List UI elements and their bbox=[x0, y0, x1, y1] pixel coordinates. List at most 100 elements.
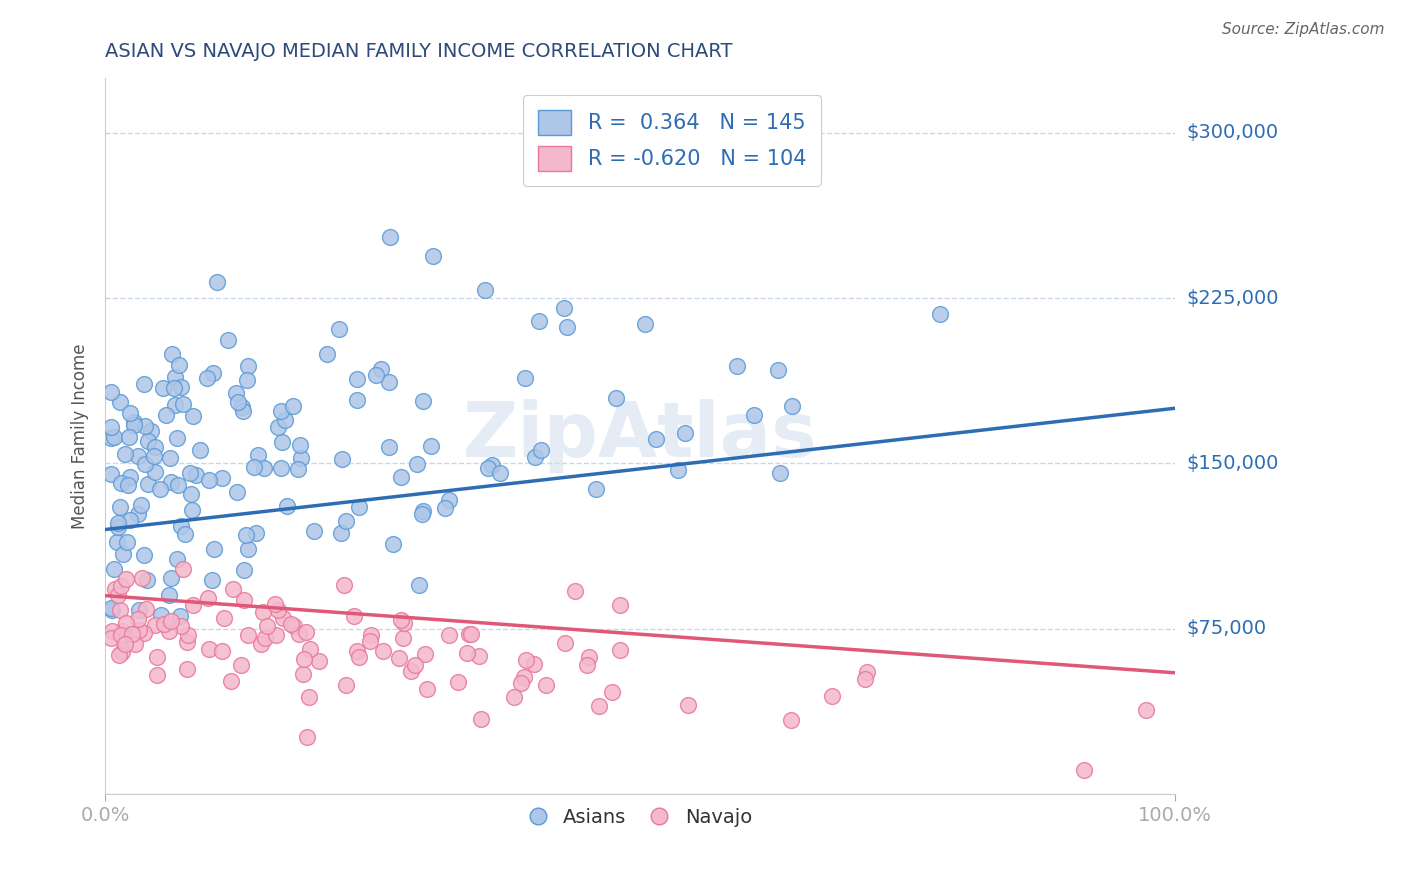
Point bbox=[515, 370, 537, 384]
Text: $300,000: $300,000 bbox=[1187, 123, 1278, 142]
Point bbox=[678, 698, 700, 712]
Point bbox=[264, 628, 287, 642]
Point bbox=[143, 465, 166, 479]
Point bbox=[101, 624, 124, 639]
Point bbox=[576, 658, 599, 673]
Point bbox=[304, 524, 326, 538]
Point bbox=[416, 681, 439, 696]
Point bbox=[564, 583, 586, 598]
Point bbox=[105, 534, 128, 549]
Point bbox=[271, 611, 294, 625]
Point bbox=[378, 440, 401, 454]
Point bbox=[115, 535, 138, 549]
Point bbox=[557, 319, 579, 334]
Point bbox=[110, 475, 132, 490]
Point bbox=[152, 616, 174, 631]
Point bbox=[666, 463, 689, 477]
Point bbox=[276, 499, 298, 513]
Point bbox=[725, 359, 748, 373]
Point bbox=[179, 466, 201, 480]
Point bbox=[219, 673, 242, 688]
Point bbox=[229, 658, 252, 673]
Point bbox=[292, 652, 315, 666]
Point bbox=[129, 498, 152, 512]
Point bbox=[609, 598, 631, 612]
Point bbox=[212, 611, 235, 625]
Point bbox=[439, 628, 461, 642]
Point bbox=[108, 395, 131, 409]
Point bbox=[645, 432, 668, 446]
Point bbox=[107, 588, 129, 602]
Point bbox=[280, 617, 302, 632]
Text: ASIAN VS NAVAJO MEDIAN FAMILY INCOME CORRELATION CHART: ASIAN VS NAVAJO MEDIAN FAMILY INCOME COR… bbox=[105, 42, 733, 61]
Point bbox=[578, 649, 600, 664]
Point bbox=[155, 408, 177, 422]
Point bbox=[388, 651, 411, 665]
Point bbox=[107, 648, 129, 663]
Legend: Asians, Navajo: Asians, Navajo bbox=[520, 800, 759, 835]
Point bbox=[766, 363, 789, 377]
Point bbox=[769, 466, 792, 480]
Point bbox=[554, 636, 576, 650]
Point bbox=[267, 420, 290, 434]
Point bbox=[167, 477, 190, 491]
Point bbox=[288, 627, 311, 641]
Point bbox=[346, 372, 368, 386]
Point bbox=[120, 513, 142, 527]
Point bbox=[114, 616, 136, 631]
Point bbox=[121, 626, 143, 640]
Point bbox=[232, 403, 254, 417]
Point bbox=[166, 551, 188, 566]
Point bbox=[295, 624, 318, 639]
Point bbox=[112, 548, 135, 562]
Point bbox=[160, 347, 183, 361]
Point bbox=[132, 625, 155, 640]
Point bbox=[177, 628, 200, 642]
Text: $75,000: $75,000 bbox=[1187, 619, 1267, 638]
Point bbox=[110, 579, 132, 593]
Point bbox=[181, 503, 204, 517]
Point bbox=[283, 619, 305, 633]
Point bbox=[474, 283, 496, 297]
Point bbox=[346, 644, 368, 658]
Point bbox=[389, 613, 412, 627]
Point bbox=[330, 526, 353, 541]
Point bbox=[201, 573, 224, 587]
Point bbox=[152, 381, 174, 395]
Point bbox=[160, 570, 183, 584]
Point bbox=[110, 628, 132, 642]
Point bbox=[399, 664, 422, 678]
Point bbox=[132, 548, 155, 562]
Point bbox=[205, 275, 228, 289]
Point bbox=[673, 426, 696, 441]
Point bbox=[392, 631, 415, 645]
Point bbox=[160, 475, 183, 489]
Point bbox=[117, 478, 139, 492]
Point bbox=[742, 409, 765, 423]
Point bbox=[515, 653, 537, 667]
Point bbox=[249, 637, 271, 651]
Point bbox=[245, 526, 267, 541]
Point bbox=[523, 450, 546, 465]
Y-axis label: Median Family Income: Median Family Income bbox=[72, 343, 89, 529]
Point bbox=[481, 458, 503, 473]
Point bbox=[180, 487, 202, 501]
Point bbox=[198, 641, 221, 656]
Point bbox=[157, 588, 180, 602]
Point bbox=[173, 561, 195, 575]
Point bbox=[456, 646, 478, 660]
Point bbox=[128, 603, 150, 617]
Point bbox=[165, 370, 187, 384]
Point bbox=[522, 657, 544, 671]
Point bbox=[226, 395, 249, 409]
Point bbox=[406, 457, 429, 471]
Point bbox=[270, 404, 292, 418]
Point bbox=[460, 626, 482, 640]
Point bbox=[412, 504, 434, 518]
Point bbox=[235, 528, 257, 542]
Point bbox=[169, 609, 191, 624]
Point bbox=[222, 582, 245, 596]
Point bbox=[167, 358, 190, 372]
Point bbox=[188, 442, 211, 457]
Point bbox=[530, 443, 553, 458]
